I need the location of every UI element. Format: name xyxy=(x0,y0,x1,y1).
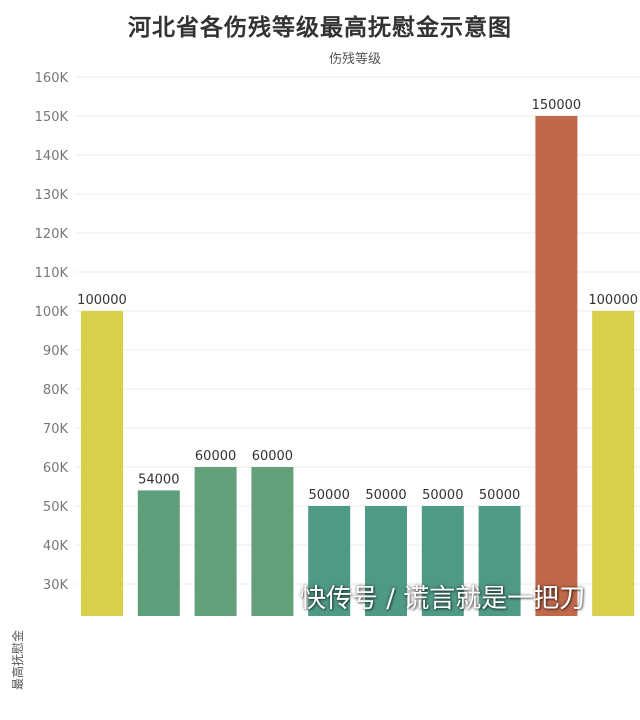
bar xyxy=(535,116,578,616)
y-tick-label: 140K xyxy=(35,149,69,164)
data-label: 60000 xyxy=(252,449,293,464)
column-header: 伤残等级 xyxy=(328,52,381,67)
y-tick-label: 40K xyxy=(43,539,69,554)
bar xyxy=(478,506,521,616)
y-tick-label: 60K xyxy=(43,461,69,476)
bars xyxy=(81,116,635,616)
data-label: 50000 xyxy=(365,488,406,503)
y-tick-label: 110K xyxy=(35,266,69,281)
data-label: 50000 xyxy=(422,488,463,503)
bar xyxy=(308,506,351,616)
y-tick-label: 100K xyxy=(35,305,69,320)
y-tick-labels: 30K 40K 50K 60K 70K 80K 90K 100K 110K 120K 130K 140… xyxy=(35,71,69,593)
data-label: 50000 xyxy=(309,488,350,503)
y-tick-label: 30K xyxy=(43,578,69,593)
bar xyxy=(137,490,180,616)
chart-title: 河北省各伤残等级最高抚慰金示意图 xyxy=(128,14,512,41)
y-tick-label: 160K xyxy=(35,71,69,86)
data-labels: 100000 54000 60000 60000 50000 50000 50000 5000… xyxy=(77,98,638,503)
data-label: 100000 xyxy=(77,293,127,308)
y-tick-label: 130K xyxy=(35,188,69,203)
watermark: 快传号 / 谎言就是一把刀 xyxy=(300,584,586,614)
y-tick-label: 80K xyxy=(43,383,69,398)
bar xyxy=(194,467,237,616)
y-tick-label: 70K xyxy=(43,422,69,437)
bar xyxy=(592,311,635,616)
data-label: 50000 xyxy=(479,488,520,503)
bar-chart: 30K 40K 50K 60K 70K 80K 90K 100K 110K 120K 130K 140… xyxy=(35,71,640,616)
y-tick-label: 50K xyxy=(43,500,69,515)
bar xyxy=(421,506,464,616)
data-label: 54000 xyxy=(138,472,179,487)
y-tick-label: 120K xyxy=(35,227,69,242)
y-tick-label: 150K xyxy=(35,110,69,125)
data-label: 150000 xyxy=(532,98,582,113)
data-label: 100000 xyxy=(588,293,638,308)
y-axis-label: 最高抚慰金 xyxy=(11,630,25,691)
bar xyxy=(81,311,123,616)
bar xyxy=(251,467,294,616)
data-label: 60000 xyxy=(195,449,236,464)
y-tick-label: 90K xyxy=(43,344,69,359)
bar xyxy=(365,506,407,616)
